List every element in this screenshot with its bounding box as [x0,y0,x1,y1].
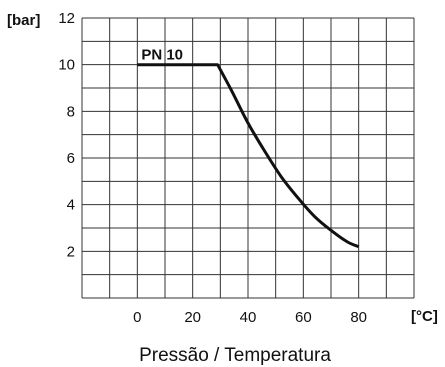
x-tick-label-0: 0 [133,309,141,326]
series-layer [137,63,360,249]
y-axis-label: [bar] [7,12,40,29]
y-tick-label-5: 12 [58,10,75,27]
grid [81,17,415,299]
series-label: PN 10 [141,47,183,64]
y-tick-label-0: 2 [67,243,75,260]
y-tick-label-1: 4 [67,197,75,214]
x-tick-label-2: 40 [240,309,257,326]
tick-labels: 0 20 40 60 80 2 4 6 8 10 12 [58,10,367,326]
x-axis-label: [°C] [411,308,438,325]
y-tick-label-3: 8 [67,103,75,120]
y-tick-label-2: 6 [67,150,75,167]
x-tick-label-1: 20 [184,309,201,326]
x-tick-label-3: 60 [295,309,312,326]
chart-title: Pressão / Temperatura [139,345,331,366]
y-tick-label-4: 10 [58,57,75,74]
series-line-0 [137,63,360,249]
x-tick-label-4: 80 [350,309,367,326]
